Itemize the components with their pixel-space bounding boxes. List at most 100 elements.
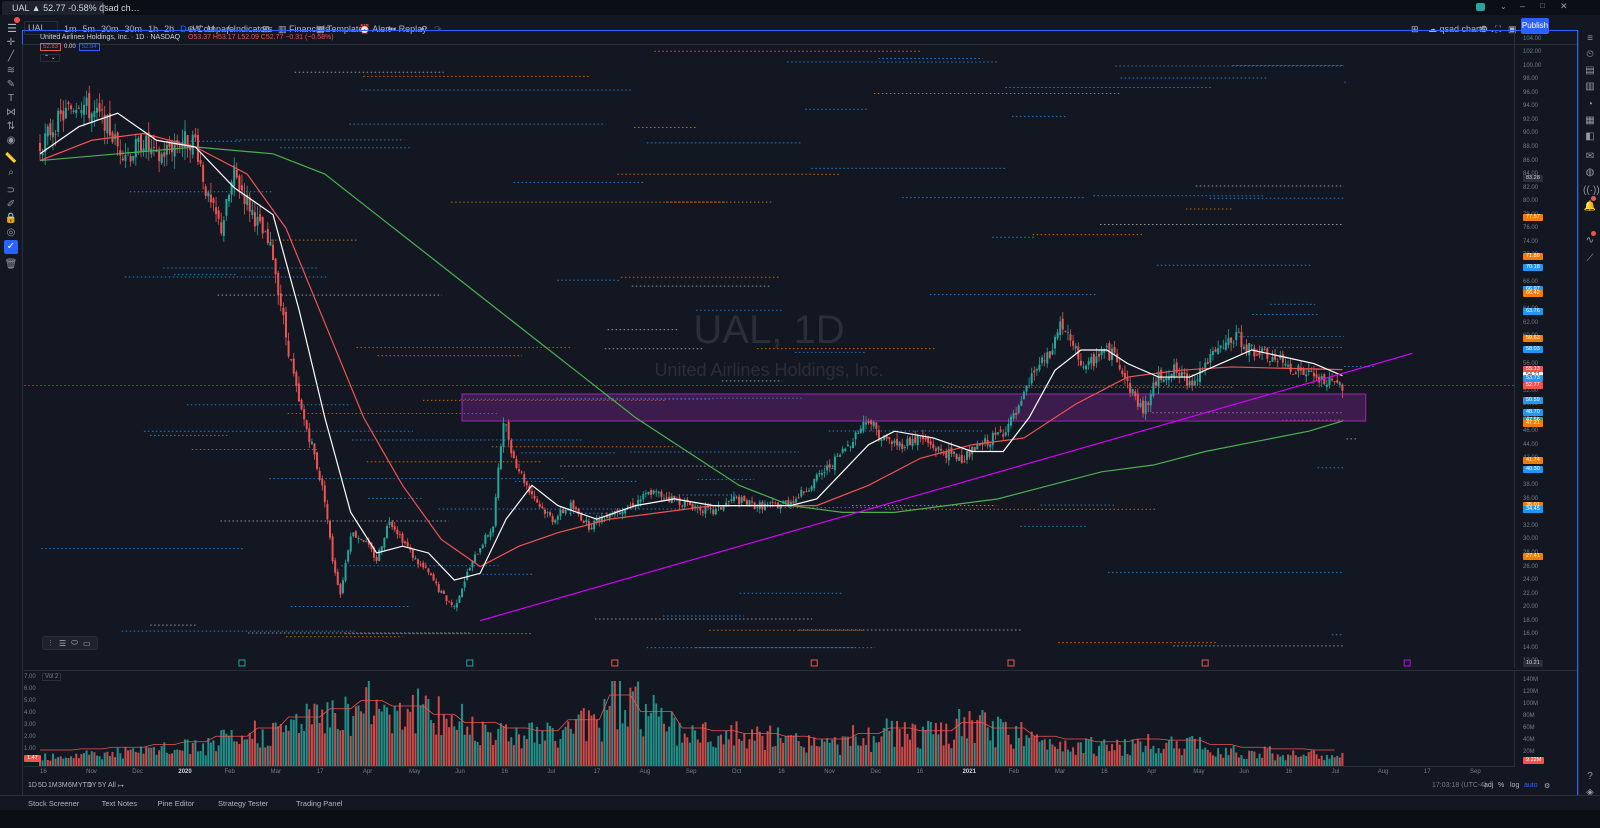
settings-gear-icon[interactable]: ⚙ [1480,24,1489,34]
candle-body[interactable] [1020,400,1023,406]
candle-body[interactable] [598,518,601,523]
candle-body[interactable] [647,491,650,495]
candle-body[interactable] [173,143,176,157]
candle-body[interactable] [1004,432,1007,436]
candle-body[interactable] [88,93,91,119]
candle-body[interactable] [336,571,339,585]
bottom-tab-3[interactable]: Strategy Tester [218,799,269,808]
candle-body[interactable] [489,531,492,538]
candle-body[interactable] [911,439,914,447]
candle-body[interactable] [448,601,451,603]
candle-body[interactable] [251,209,254,216]
interval-button-5[interactable]: 2h [164,24,175,34]
candle-body[interactable] [321,478,324,486]
candle-body[interactable] [888,437,891,440]
templates-dropdown-icon[interactable]: ⊞ [262,24,270,34]
candle-body[interactable] [1191,380,1194,386]
candle-body[interactable] [103,114,106,131]
candle-body[interactable] [85,97,88,106]
candle-body[interactable] [1315,374,1318,378]
candle-body[interactable] [225,198,228,216]
candle-body[interactable] [442,591,445,594]
candle-body[interactable] [968,449,971,457]
candle-body[interactable] [1268,361,1271,363]
candle-body[interactable] [927,437,930,443]
candle-body[interactable] [704,506,707,514]
candle-body[interactable] [1271,357,1274,362]
candle-body[interactable] [978,443,981,446]
volume-axis[interactable]: 140M 120M 100M 80M 60M 40M 20M 9.22M [1514,670,1577,767]
candle-body[interactable] [414,558,417,560]
candle-body[interactable] [435,581,438,584]
candle-body[interactable] [142,148,145,151]
candle-body[interactable] [893,440,896,444]
percent-toggle[interactable]: % [1498,782,1505,789]
candle-body[interactable] [277,272,280,296]
candle-body[interactable] [1219,345,1222,348]
candle-body[interactable] [1209,354,1212,363]
candle-body[interactable] [947,449,950,461]
candle-body[interactable] [1248,342,1251,356]
candle-body[interactable] [593,520,596,530]
candle-body[interactable] [559,509,562,517]
candle-body[interactable] [137,137,140,143]
candle-body[interactable] [95,107,98,113]
candle-body[interactable] [184,131,186,148]
candle-body[interactable] [264,231,267,233]
candle-body[interactable] [471,560,474,568]
range-button-all[interactable]: All [108,782,116,789]
candle-body[interactable] [1061,318,1064,330]
candle-body[interactable] [212,198,215,204]
candle-body[interactable] [329,520,331,538]
candle-body[interactable] [357,537,360,540]
candle-body[interactable] [207,192,210,197]
candle-body[interactable] [295,372,298,386]
candle-body[interactable] [619,512,621,514]
candle-body[interactable] [1154,381,1157,386]
candle-body[interactable] [787,500,790,505]
candle-body[interactable] [600,516,603,523]
candle-body[interactable] [639,499,642,502]
candle-body[interactable] [955,454,958,460]
layout-name-button[interactable]: ☁ qsad charts ⌄ [1428,21,1496,37]
candle-body[interactable] [909,437,911,446]
volume-legend[interactable]: Vol 2 [42,673,62,681]
candle-body[interactable] [308,428,311,442]
candle-body[interactable] [1123,373,1126,378]
candle-body[interactable] [717,505,720,507]
candle-body[interactable] [1090,357,1093,364]
candle-body[interactable] [1204,362,1207,368]
chevron-down-icon[interactable]: ⌄ [1500,2,1507,11]
candle-body[interactable] [51,132,54,138]
magnet-icon[interactable]: ⊃ [6,185,16,196]
candle-body[interactable] [901,443,904,450]
candle-body[interactable] [1165,377,1168,381]
candle-body[interactable] [93,111,96,117]
candle-body[interactable] [903,447,906,448]
candle-body[interactable] [1043,360,1046,362]
candle-body[interactable] [795,498,798,503]
candle-body[interactable] [1126,378,1129,381]
prediction-tool-icon[interactable]: ⇅ [6,121,16,132]
maximize-icon[interactable]: □ [1540,1,1545,10]
candle-body[interactable] [854,432,857,440]
candle-body[interactable] [1157,371,1160,387]
candle-body[interactable] [991,432,994,446]
candle-body[interactable] [792,501,795,504]
candle-body[interactable] [246,194,249,206]
candle-body[interactable] [484,534,487,544]
candle-body[interactable] [924,437,927,440]
candle-body[interactable] [776,502,779,508]
candle-body[interactable] [735,497,738,499]
candle-body[interactable] [688,501,691,505]
candle-body[interactable] [235,169,238,178]
candle-body[interactable] [171,143,174,153]
candle-body[interactable] [474,554,476,563]
candle-body[interactable] [406,542,409,547]
log-toggle[interactable]: log [1510,782,1520,789]
candle-body[interactable] [486,535,489,537]
candle-body[interactable] [1186,373,1189,386]
candle-body[interactable] [510,440,513,454]
candle-body[interactable] [660,491,663,497]
candle-body[interactable] [1287,365,1290,367]
